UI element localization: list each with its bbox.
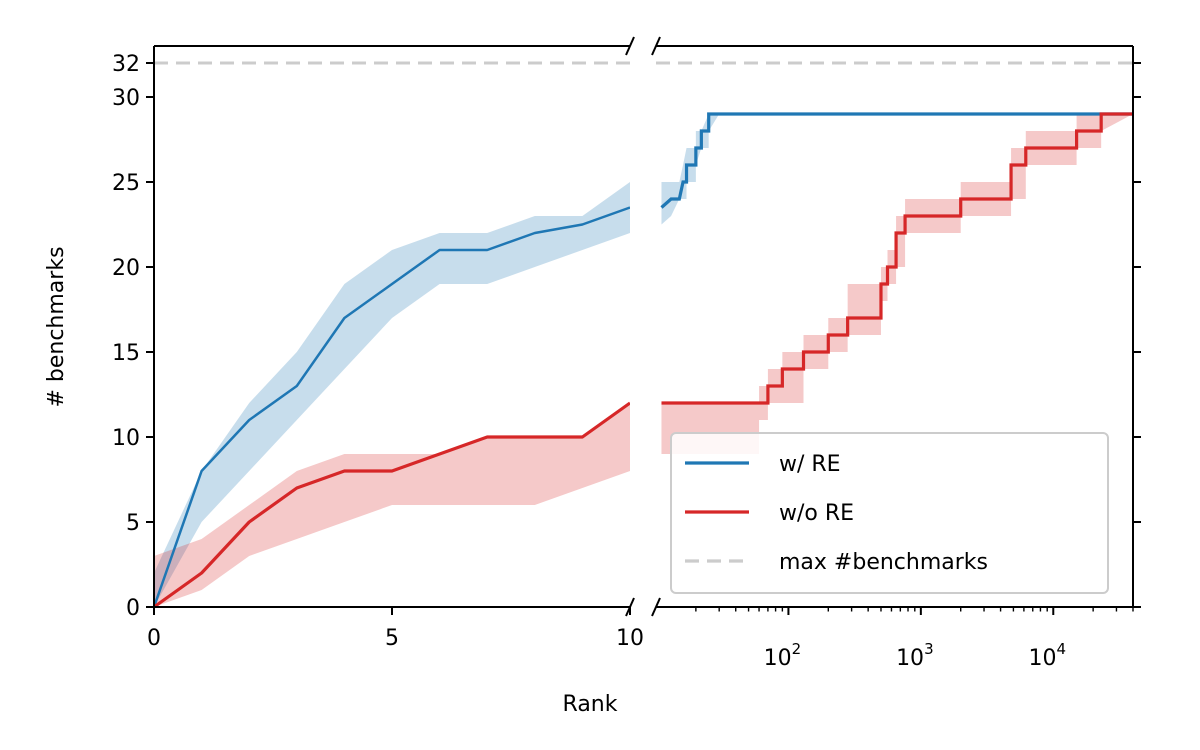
y-tick-label-20: 20 [112,256,140,281]
band-w-re-log [661,114,1133,225]
band-w-o-re-linear [154,403,630,607]
line-w-re-linear [152,206,631,608]
band-w-o-re-log [661,114,1133,454]
x-tick-label-1e2: 102 [764,640,802,671]
axis-break-mark-2 [651,36,661,56]
y-tick-label-15: 15 [112,341,140,366]
y-tick-label-10: 10 [112,426,140,451]
legend-box [670,432,1109,594]
legend[interactable]: w/ RE w/o RE max #benchmarks [670,432,1109,594]
y-tick-label-30: 30 [112,86,140,111]
x-tick-label-5: 5 [385,626,399,651]
x-tick-label-1e4: 104 [1028,640,1066,671]
line-w-o-re-linear [153,401,631,609]
x-tick-label-1e3: 103 [896,640,934,671]
legend-label-w-re: w/ RE [779,452,841,477]
axis-break-mark-4 [651,597,661,617]
axis-break-mark-1 [625,36,635,56]
x-tick-label-10: 10 [616,626,644,651]
y-tick-label-0: 0 [126,596,140,621]
axes: Rank # benchmarks [44,36,1134,717]
series-lines [152,112,1133,609]
legend-label-w-o-re: w/o RE [779,501,854,526]
x-tick-label-0: 0 [147,626,161,651]
y-tick-label-5: 5 [126,511,140,536]
line-w-o-re-log [661,112,1133,405]
legend-label-max-benchmarks: max #benchmarks [779,550,988,575]
y-tick-label-25: 25 [112,171,140,196]
y-tick-label-32: 32 [112,52,140,77]
axis-break-gap [630,44,656,609]
line-w-re-log [660,112,1133,209]
x-axis-label: Rank [563,692,618,717]
y-axis-label: # benchmarks [44,246,69,407]
ticks: 0 5 10 15 20 25 30 32 0 5 10 102 103 104 [112,52,1141,671]
